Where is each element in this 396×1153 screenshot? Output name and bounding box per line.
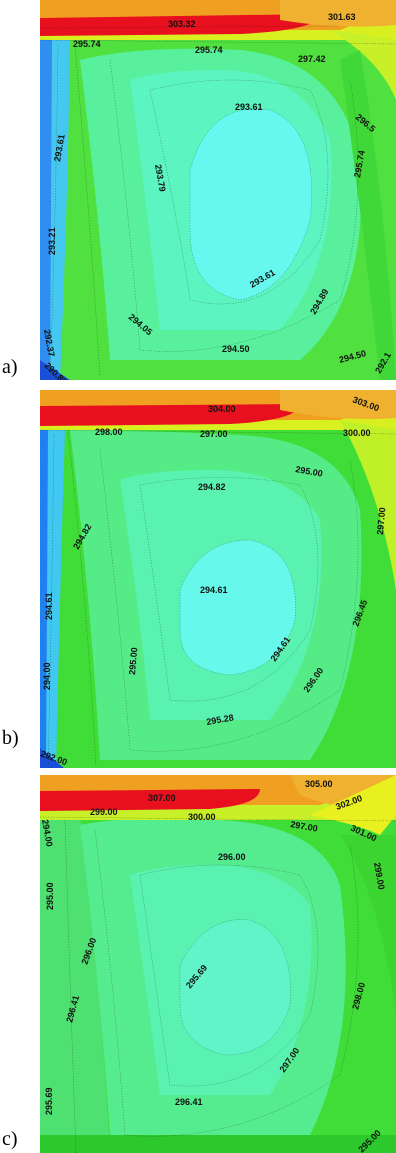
contour-label: 295.74	[195, 45, 223, 55]
contour-label: 293.21	[47, 227, 57, 255]
contour-label: 293.61	[235, 102, 263, 112]
contour-label: 297.00	[200, 429, 228, 439]
contour-label: 300.00	[343, 428, 371, 438]
contour-label: 293.79	[153, 164, 168, 193]
panel-label-b: b)	[2, 727, 19, 749]
contour-panel-c: 305.00 307.00 299.00 300.00 302.00 297.0…	[40, 775, 396, 1153]
contour-label: 293.61	[52, 133, 67, 162]
contour-label: 295.00	[45, 882, 55, 910]
contour-label: 296.00	[218, 852, 246, 862]
contour-label: 294.00	[42, 662, 52, 690]
panel-label-a: a)	[2, 356, 18, 378]
contour-label: 294.82	[198, 482, 226, 492]
contour-label: 294.50	[222, 344, 250, 354]
contour-label: 297.42	[298, 54, 326, 64]
contour-label: 303.32	[168, 19, 196, 29]
contour-label: 307.00	[148, 793, 176, 803]
contour-label: 297.00	[290, 819, 319, 834]
contour-label: 295.00	[295, 464, 324, 479]
contour-label: 295.28	[206, 712, 235, 727]
contour-label: 299.00	[90, 807, 118, 817]
contour-label: 297.00	[375, 507, 387, 535]
contour-label: 292.37	[42, 329, 57, 358]
contour-label: 299.00	[372, 862, 387, 891]
contour-plot-c: 305.00 307.00 299.00 300.00 302.00 297.0…	[40, 775, 396, 1153]
contour-label: 300.00	[188, 812, 216, 822]
contour-label: 304.00	[208, 404, 236, 414]
contour-label: 295.74	[352, 149, 367, 178]
contour-label: 295.74	[73, 39, 101, 49]
contour-panel-a: 303.32 301.63 295.74 295.74 297.42 296.5…	[40, 0, 396, 380]
contour-label: 296.41	[175, 1097, 203, 1107]
contour-label: 305.00	[305, 779, 333, 789]
contour-label: 294.61	[44, 592, 54, 620]
contour-label: 294.00	[40, 819, 55, 848]
contour-label: 298.00	[95, 427, 123, 437]
contour-plot-a: 303.32 301.63 295.74 295.74 297.42 296.5…	[40, 0, 396, 380]
panel-label-c: c)	[2, 1128, 18, 1150]
contour-label: 295.69	[44, 1087, 54, 1115]
contour-label: 301.63	[328, 12, 356, 22]
contour-panel-b: 304.00 303.00 298.00 297.00 300.00 295.0…	[40, 390, 396, 768]
contour-label: 295.00	[127, 647, 139, 675]
contour-plot-b: 304.00 303.00 298.00 297.00 300.00 295.0…	[40, 390, 396, 768]
contour-label: 294.61	[200, 585, 228, 595]
